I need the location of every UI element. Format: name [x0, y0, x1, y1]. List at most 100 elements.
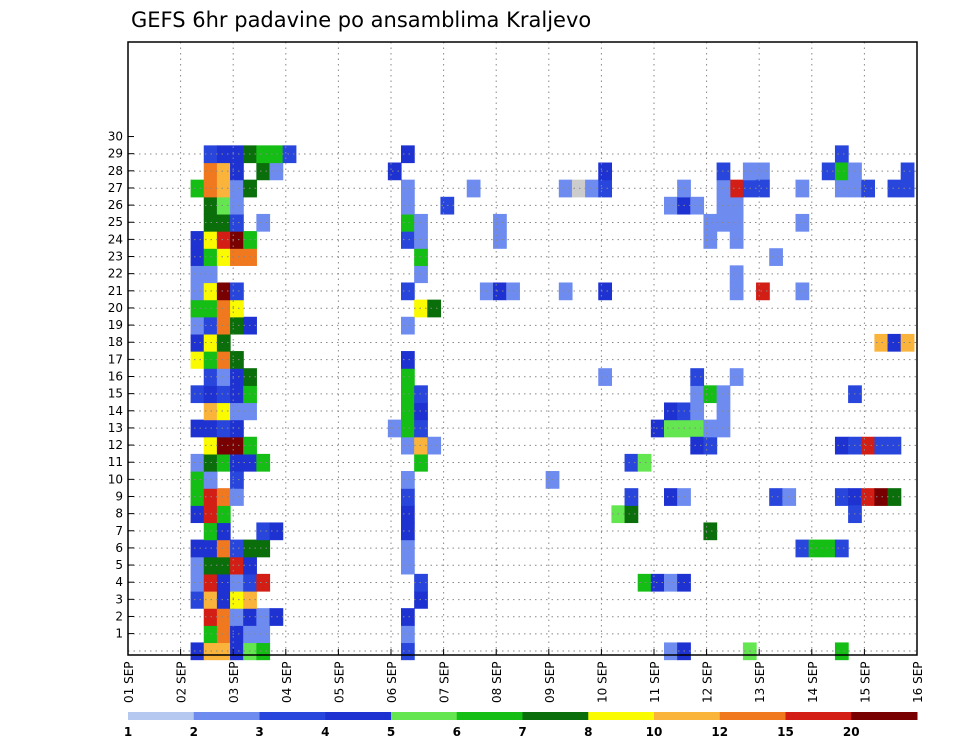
x-tick-label: 13 SEP	[753, 661, 767, 703]
heatmap-cell	[795, 282, 810, 301]
y-tick-label: 13	[108, 421, 123, 435]
heatmap-cell	[216, 385, 231, 404]
y-tick-label: 4	[115, 575, 123, 589]
colorbar-label: 15	[777, 725, 794, 739]
heatmap-cell	[664, 642, 678, 661]
heatmap-cell	[269, 608, 284, 626]
heatmap-cell	[216, 248, 231, 266]
heatmap-cell	[190, 248, 205, 266]
heatmap-cell	[401, 488, 415, 506]
heatmap-cell	[230, 316, 244, 335]
heatmap-cell	[769, 248, 783, 266]
heatmap-cell	[216, 642, 231, 661]
heatmap-cell	[216, 419, 231, 438]
heatmap-cell	[624, 505, 639, 524]
y-tick-label: 17	[108, 352, 123, 366]
heatmap-cell	[414, 402, 428, 421]
heatmap-cell	[900, 179, 915, 198]
y-tick-label: 26	[108, 198, 123, 212]
colorbar-swatch	[325, 712, 392, 720]
heatmap-cell	[190, 265, 205, 284]
y-tick-label: 18	[108, 335, 123, 349]
y-tick-label: 9	[115, 489, 123, 503]
x-tick-label: 14 SEP	[806, 661, 820, 703]
colorbar-label: 2	[190, 725, 198, 739]
heatmap-cell	[690, 368, 705, 386]
heatmap-cell	[230, 488, 244, 506]
y-tick-label: 28	[108, 164, 123, 178]
heatmap-cell	[887, 488, 902, 506]
y-tick-label: 7	[115, 524, 123, 538]
heatmap-cell	[414, 419, 428, 438]
colorbar-swatch	[128, 712, 195, 720]
heatmap-cell	[216, 488, 231, 506]
heatmap-cell	[729, 282, 744, 301]
heatmap-cell	[401, 231, 415, 249]
heatmap-cell	[230, 162, 244, 181]
heatmap-cell	[427, 436, 442, 455]
heatmap-cell	[900, 333, 915, 352]
heatmap-cell	[230, 608, 244, 626]
heatmap-cell	[256, 539, 271, 558]
heatmap-cell	[387, 162, 402, 181]
heatmap-cell	[216, 522, 231, 541]
heatmap-cell	[401, 402, 415, 421]
colorbar-swatch	[719, 712, 786, 720]
heatmap-cell	[729, 179, 744, 198]
heatmap-cell	[664, 196, 678, 215]
y-axis: 1234567891011121314151617181920212223242…	[108, 130, 134, 641]
heatmap-cell	[401, 196, 415, 215]
heatmap-cell	[190, 351, 205, 369]
x-tick-label: 05 SEP	[332, 661, 346, 703]
heatmap-cell	[216, 162, 231, 181]
y-tick-label: 16	[108, 370, 123, 384]
heatmap-cell	[664, 402, 678, 421]
heatmap-cell	[729, 368, 744, 386]
heatmap-cell	[598, 282, 612, 301]
heatmap-cell	[401, 385, 415, 404]
heatmap-cell	[216, 505, 231, 524]
heatmap-cell	[216, 333, 231, 352]
y-tick-label: 30	[108, 130, 123, 144]
heatmap-cell	[874, 488, 889, 506]
heatmap-cell	[230, 436, 244, 455]
heatmap-cell	[230, 453, 244, 472]
heatmap-cell	[756, 162, 770, 181]
heatmap-cell	[269, 162, 284, 181]
heatmap-cell	[401, 213, 415, 232]
heatmap-cell	[401, 522, 415, 541]
heatmap-cell	[190, 642, 205, 661]
colorbar-swatch	[259, 712, 326, 720]
heatmap-cell	[256, 608, 271, 626]
heatmap-cell	[256, 145, 271, 164]
heatmap-cell	[414, 453, 428, 472]
heatmap-cell	[585, 179, 599, 198]
x-tick-label: 11 SEP	[648, 661, 662, 703]
y-tick-label: 25	[108, 215, 123, 229]
heatmap-cell	[690, 402, 705, 421]
heatmap-cell	[256, 573, 271, 592]
heatmap-cell	[414, 573, 428, 592]
heatmap-cell	[216, 608, 231, 626]
heatmap-cell	[834, 179, 849, 198]
x-tick-label: 08 SEP	[490, 661, 504, 703]
x-tick-label: 09 SEP	[543, 661, 557, 703]
heatmap-cell	[493, 231, 507, 249]
heatmap-cell	[834, 145, 849, 164]
colorbar: 1 2 3 4 5 6 7 8 10 12 15 20	[124, 712, 918, 739]
heatmap-cell	[834, 162, 849, 181]
colorbar-label: 5	[387, 725, 395, 739]
heatmap-cell	[690, 436, 705, 455]
x-tick-label: 07 SEP	[438, 661, 452, 703]
heatmap-cell	[874, 333, 889, 352]
heatmap-cell	[230, 642, 244, 661]
colorbar-label: 1	[124, 725, 132, 739]
heatmap-cell	[401, 145, 415, 164]
heatmap-cell	[664, 573, 678, 592]
heatmap-cell	[493, 282, 507, 301]
heatmap-cell	[190, 539, 205, 558]
heatmap-cell	[834, 539, 849, 558]
colorbar-swatch	[785, 712, 852, 720]
heatmap-cell	[230, 196, 244, 215]
